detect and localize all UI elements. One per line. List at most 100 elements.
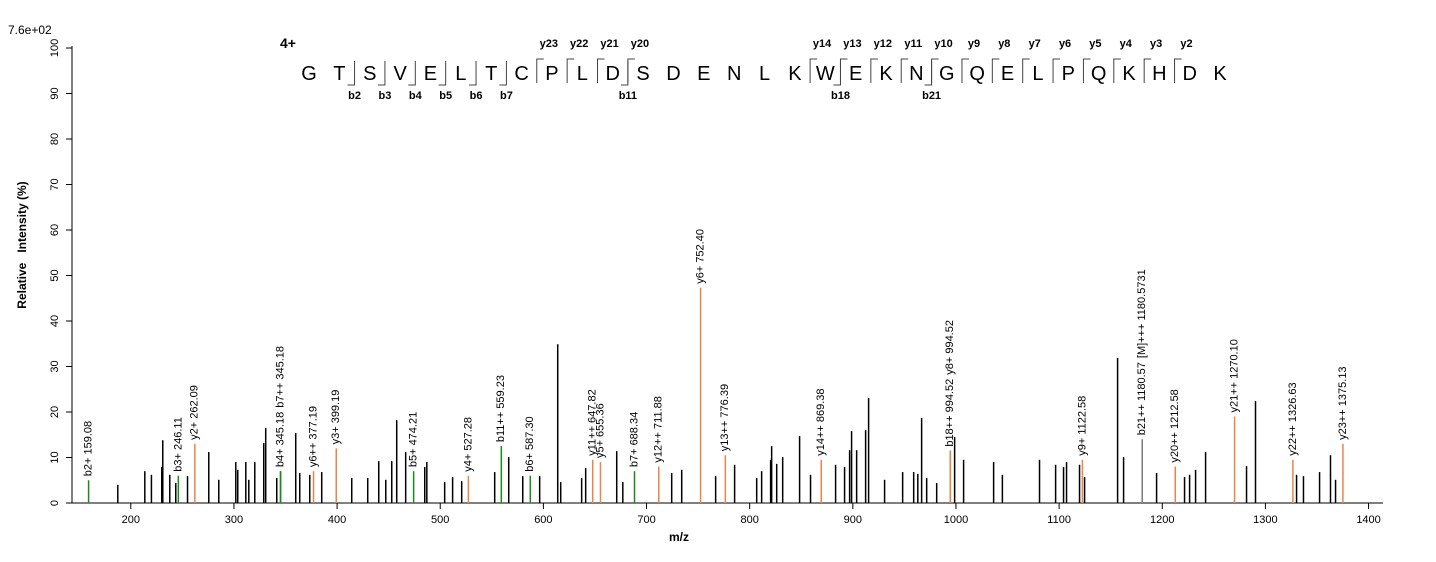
residue: E <box>424 63 437 85</box>
peak-label: y9+ 1122.58 <box>1076 396 1088 456</box>
residue: H <box>1152 63 1166 85</box>
b-ion-bracket <box>469 61 477 86</box>
peak-label: y22++ 1326.63 <box>1287 382 1299 455</box>
peak-label: y3+ 399.19 <box>330 390 342 445</box>
b-ion-bracket <box>438 61 447 86</box>
peak-label: y4+ 527.28 <box>462 417 474 472</box>
y-ion-label: y6 <box>1059 38 1071 50</box>
y-ion-bracket <box>627 58 635 83</box>
b-ion-label: b5 <box>439 90 452 102</box>
residue: Q <box>969 63 985 85</box>
peak-label: y20++ 1212.58 <box>1169 389 1181 462</box>
residue: E <box>1001 63 1014 85</box>
b-ion-bracket <box>924 61 933 86</box>
residue: P <box>545 63 558 85</box>
y-ion-label: y14 <box>813 38 832 50</box>
y-tick-label: 50 <box>49 269 61 281</box>
peak-label: y13++ 776.39 <box>719 384 731 451</box>
peak-label: b21++ 1180.57 <box>1136 362 1148 435</box>
y-tick-label: 20 <box>49 406 61 418</box>
residue: T <box>485 63 497 85</box>
residue: G <box>939 63 955 85</box>
y-ion-label: y9 <box>968 38 980 50</box>
b-ion-label: b2 <box>348 90 361 102</box>
residue: S <box>363 63 376 85</box>
residue: L <box>759 63 770 85</box>
y-ion-bracket <box>839 58 848 83</box>
peak-label: y6+ 752.40 <box>694 229 706 284</box>
y-ion-label: y4 <box>1120 38 1133 50</box>
x-tick-label: 700 <box>637 514 655 526</box>
residue: L <box>1032 63 1043 85</box>
x-tick-label: 500 <box>431 514 449 526</box>
residue: K <box>788 63 802 85</box>
y-ion-label: y8 <box>998 38 1010 50</box>
x-tick-label: 1000 <box>944 514 968 526</box>
residue: N <box>727 63 741 85</box>
residue: N <box>909 63 923 85</box>
residue: D <box>605 63 619 85</box>
y-tick-label: 40 <box>49 315 61 327</box>
b-ion-bracket <box>620 61 629 86</box>
b-ion-bracket <box>377 61 386 86</box>
b-ion-label: b11 <box>619 90 637 102</box>
peak-label: y23++ 1375.13 <box>1337 366 1349 439</box>
b-ion-bracket <box>408 61 416 86</box>
x-axis-label: m/z <box>669 530 689 544</box>
peak-label: y11++ 647.82 <box>587 389 599 455</box>
y-ion-label: y2 <box>1180 38 1192 50</box>
y-ion-bracket <box>536 58 544 83</box>
y-tick-label: 30 <box>49 360 61 372</box>
residue: K <box>1213 63 1227 85</box>
peak-label: [M]+++ 1180.5731 <box>1136 269 1148 358</box>
b-ion-label: b4 <box>409 90 423 102</box>
residue: L <box>455 63 466 85</box>
residue: D <box>666 63 680 85</box>
peak-label: y6++ 377.19 <box>307 406 319 467</box>
residue: K <box>1122 63 1136 85</box>
peak-label: b7+ 688.34 <box>628 412 640 467</box>
y-ion-bracket <box>900 58 909 83</box>
peak-label: y14++ 869.38 <box>815 388 827 455</box>
residue: C <box>514 63 528 85</box>
b-ion-label: b18 <box>831 90 850 102</box>
residue: L <box>577 63 588 85</box>
y-ion-bracket <box>1082 58 1091 83</box>
y-ion-bracket <box>1143 58 1152 83</box>
x-tick-label: 1400 <box>1356 514 1380 526</box>
b-ion-label: b7 <box>500 90 513 102</box>
peak-label: b7++ 345.18 <box>274 346 286 408</box>
y-tick-label: 80 <box>49 133 61 145</box>
y-ion-bracket <box>597 58 605 83</box>
peak-label: b3+ 246.11 <box>172 417 184 472</box>
y-tick-label: 10 <box>49 451 61 463</box>
peak-label: b11++ 559.23 <box>495 375 507 442</box>
scale-label: 7.6e+02 <box>8 23 52 37</box>
y-tick-label: 90 <box>49 87 61 99</box>
y-ion-label: y7 <box>1029 38 1041 50</box>
y-ion-bracket <box>1022 58 1030 83</box>
residue: E <box>849 63 862 85</box>
y-ion-label: y11 <box>904 38 922 50</box>
y-ion-bracket <box>1113 58 1121 83</box>
peak-label: b6+ 587.30 <box>524 416 536 471</box>
y-ion-bracket <box>991 58 1000 83</box>
y-ion-bracket <box>809 58 818 83</box>
residue: P <box>1062 63 1075 85</box>
x-tick-label: 600 <box>534 514 552 526</box>
peak-label: y5+ 655.36 <box>594 403 606 458</box>
y-ion-label: y10 <box>934 38 952 50</box>
y-ion-label: y13 <box>843 38 861 50</box>
residue: T <box>333 63 345 85</box>
x-tick-label: 300 <box>225 514 243 526</box>
x-tick-label: 200 <box>122 514 140 526</box>
peak-label: y12++ 711.88 <box>653 396 665 462</box>
y-tick-label: 100 <box>49 39 61 57</box>
y-ion-bracket <box>931 58 939 83</box>
charge-state: 4+ <box>280 35 296 51</box>
x-tick-label: 900 <box>844 514 862 526</box>
y-ion-bracket <box>1052 58 1061 83</box>
y-ion-label: y20 <box>631 38 649 50</box>
residue: E <box>697 63 710 85</box>
peak-label: y8+ 994.52 <box>944 320 956 375</box>
